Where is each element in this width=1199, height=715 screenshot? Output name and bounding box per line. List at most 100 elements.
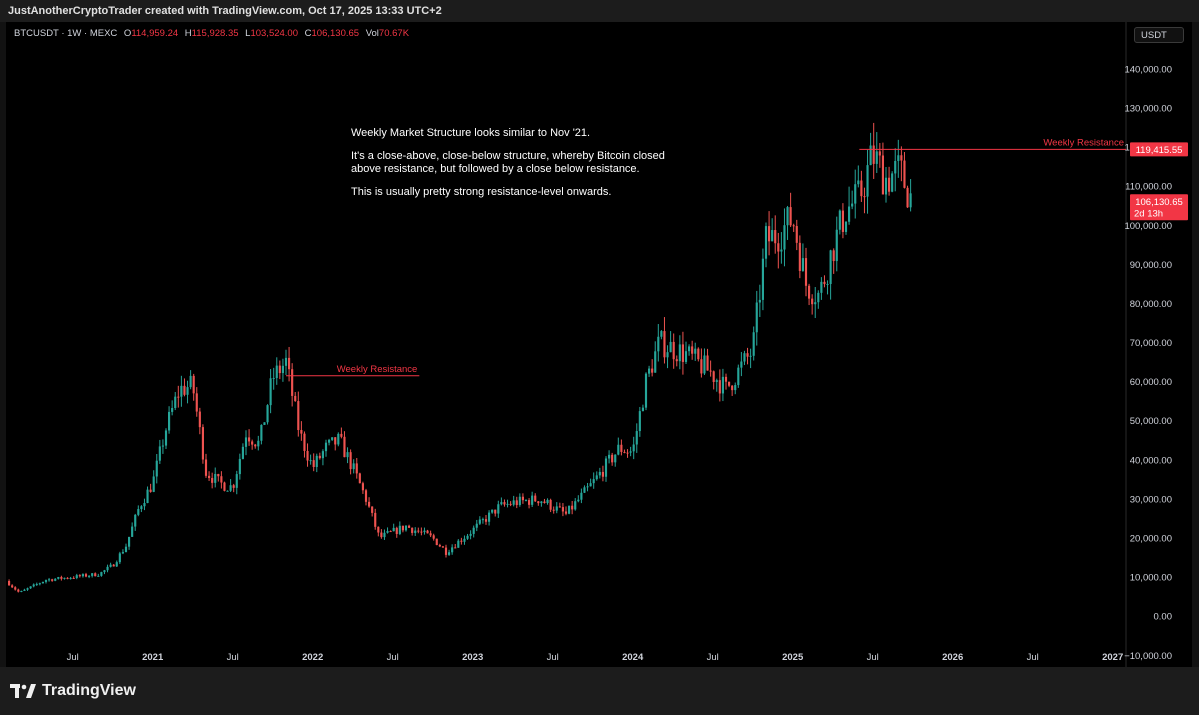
candle-body bbox=[244, 437, 248, 447]
candle-body bbox=[608, 454, 611, 459]
y-tick-label: 130,000.00 bbox=[1124, 104, 1172, 115]
candle-body bbox=[211, 478, 214, 483]
tradingview-brand[interactable]: TradingView bbox=[10, 682, 136, 700]
candle-body bbox=[697, 348, 700, 360]
candle-body bbox=[57, 577, 60, 579]
candle-body bbox=[546, 499, 549, 504]
candle-body bbox=[623, 451, 626, 453]
candle-body bbox=[263, 422, 266, 425]
analysis-note: Weekly Market Structure looks similar to… bbox=[351, 127, 671, 209]
candle-body bbox=[72, 577, 75, 579]
candle-body bbox=[260, 424, 263, 441]
candle-body bbox=[398, 525, 401, 534]
candle-body bbox=[586, 486, 589, 488]
candle-body bbox=[408, 525, 411, 528]
candle-body bbox=[466, 535, 469, 539]
candle-body bbox=[291, 369, 294, 396]
candle-body bbox=[706, 355, 709, 371]
chart-frame[interactable] bbox=[6, 22, 1192, 667]
candle-body bbox=[737, 367, 740, 386]
candle-body bbox=[441, 546, 444, 548]
candle-body bbox=[561, 507, 564, 512]
candle-body bbox=[91, 573, 94, 576]
open-value: 114,959.24 bbox=[131, 28, 179, 39]
candle-body bbox=[404, 525, 408, 531]
candle-body bbox=[29, 586, 32, 589]
candle-body bbox=[851, 203, 854, 207]
candle-body bbox=[121, 552, 124, 554]
candle-body bbox=[823, 281, 826, 285]
candle-body bbox=[774, 230, 777, 244]
note-line-1: Weekly Market Structure looks similar to… bbox=[351, 127, 591, 139]
candle-body bbox=[666, 352, 669, 358]
candle-body bbox=[675, 359, 678, 362]
candle-body bbox=[54, 578, 57, 581]
candle-body bbox=[334, 437, 337, 445]
candle-body bbox=[835, 229, 838, 262]
candle-body bbox=[651, 368, 654, 373]
candle-body bbox=[328, 439, 331, 443]
x-tick-label: 2023 bbox=[462, 652, 483, 663]
y-tick-label: 90,000.00 bbox=[1130, 260, 1172, 271]
currency-selector[interactable]: USDT bbox=[1134, 27, 1184, 43]
candle-body bbox=[420, 531, 423, 533]
x-tick-label: Jul bbox=[67, 652, 79, 663]
candle-body bbox=[854, 184, 857, 204]
y-tick-label: 30,000.00 bbox=[1130, 494, 1172, 505]
candle-body bbox=[494, 509, 497, 514]
candle-body bbox=[691, 346, 694, 354]
candle-body bbox=[589, 483, 592, 487]
candle-body bbox=[309, 460, 312, 462]
x-tick-label: 2025 bbox=[782, 652, 804, 663]
candle-body bbox=[318, 455, 321, 459]
candle-body bbox=[426, 530, 429, 534]
y-tick-label: 60,000.00 bbox=[1130, 377, 1172, 388]
candle-body bbox=[857, 180, 860, 185]
candle-body bbox=[235, 474, 238, 488]
candle-body bbox=[783, 225, 786, 250]
candle-body bbox=[672, 341, 675, 360]
y-tick-label: 0.00 bbox=[1154, 612, 1173, 623]
candle-body bbox=[460, 540, 463, 542]
candle-body bbox=[281, 365, 284, 374]
candle-body bbox=[94, 573, 97, 577]
candle-body bbox=[380, 532, 383, 538]
candle-body bbox=[709, 370, 712, 372]
candle-body bbox=[75, 575, 78, 579]
candle-body bbox=[451, 547, 454, 553]
candle-body bbox=[44, 580, 48, 582]
x-tick-label: Jul bbox=[227, 652, 239, 663]
candle-body bbox=[580, 492, 583, 500]
bottom-bar bbox=[0, 667, 1199, 715]
candle-body bbox=[632, 444, 635, 452]
candle-body bbox=[768, 226, 771, 242]
candle-body bbox=[863, 196, 866, 198]
candle-body bbox=[500, 502, 503, 505]
y-tick-label: 100,000.00 bbox=[1124, 221, 1172, 232]
candle-body bbox=[208, 475, 211, 479]
candle-body bbox=[284, 357, 288, 366]
candle-body bbox=[891, 173, 894, 192]
candle-body bbox=[377, 526, 380, 533]
candle-body bbox=[115, 562, 118, 567]
y-tick-label: 140,000.00 bbox=[1124, 64, 1172, 75]
x-tick-label: Jul bbox=[867, 652, 879, 663]
symbol-label[interactable]: BTCUSDT · 1W · MEXC bbox=[14, 28, 118, 39]
candle-body bbox=[478, 519, 481, 524]
candle-body bbox=[524, 500, 528, 502]
candle-body bbox=[66, 577, 69, 579]
candle-body bbox=[906, 187, 909, 208]
candle-body bbox=[186, 387, 189, 395]
candle-body bbox=[315, 455, 318, 467]
candle-body bbox=[128, 536, 131, 547]
candle-body bbox=[626, 452, 629, 454]
candle-body bbox=[51, 579, 54, 581]
candle-body bbox=[795, 226, 798, 243]
candle-body bbox=[195, 393, 198, 412]
top-bar: JustAnotherCryptoTrader created with Tra… bbox=[0, 0, 1199, 22]
candle-body bbox=[638, 411, 641, 432]
x-tick-label: Jul bbox=[707, 652, 719, 663]
candle-body bbox=[204, 459, 208, 476]
candle-body bbox=[604, 458, 608, 477]
